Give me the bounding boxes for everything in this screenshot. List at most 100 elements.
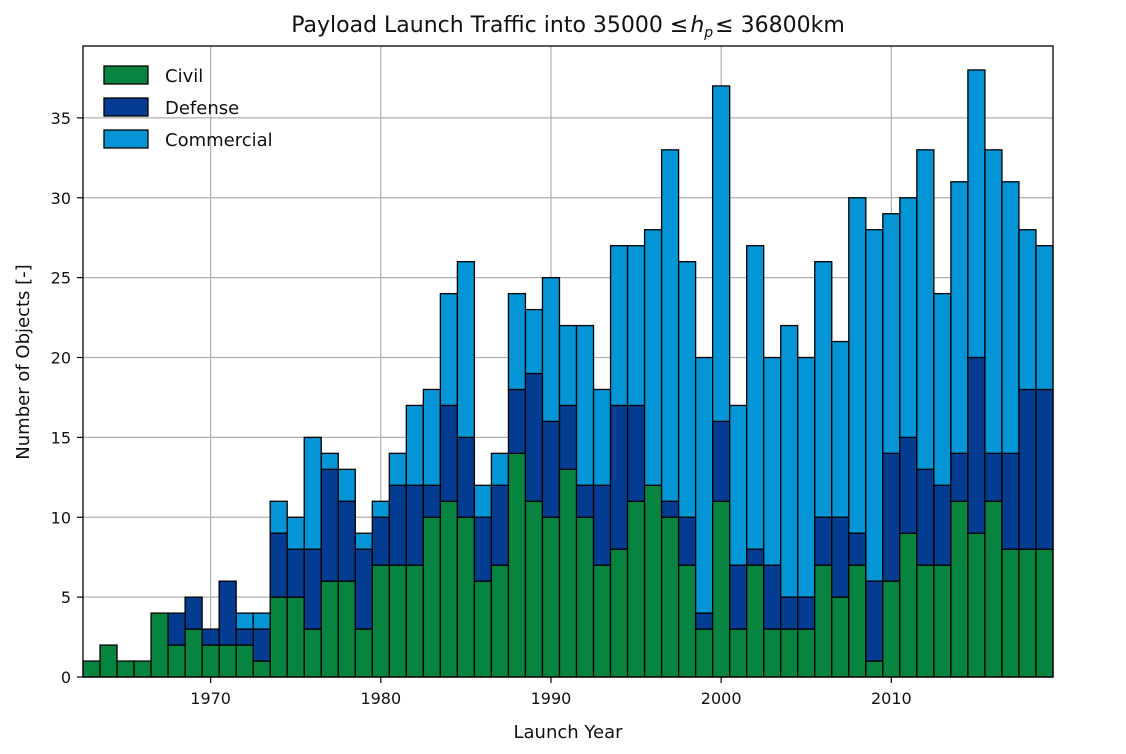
bar-commercial-2000 bbox=[711, 85, 731, 423]
bar-defense-1983 bbox=[422, 484, 442, 518]
bar-commercial-1978 bbox=[337, 468, 356, 502]
bar-defense-2005 bbox=[797, 596, 816, 630]
bar-defense-1974 bbox=[269, 532, 288, 598]
bar-civil-2006 bbox=[814, 564, 833, 678]
bar-defense-1981 bbox=[388, 484, 407, 566]
bar-commercial-2001 bbox=[729, 404, 748, 566]
legend-swatch-defense bbox=[103, 97, 149, 117]
bar-civil-1992 bbox=[575, 516, 595, 678]
bar-defense-2000 bbox=[711, 420, 731, 502]
bar-civil-1981 bbox=[388, 564, 407, 678]
bar-civil-2019 bbox=[1035, 548, 1054, 678]
bar-defense-1995 bbox=[626, 404, 646, 502]
bar-civil-1968 bbox=[167, 644, 186, 678]
bar-civil-1986 bbox=[473, 580, 493, 678]
y-tick-label: 20 bbox=[51, 349, 71, 368]
bar-civil-1972 bbox=[235, 644, 254, 678]
bar-commercial-1981 bbox=[388, 452, 407, 486]
bar-defense-1973 bbox=[252, 628, 271, 662]
bar-civil-2010 bbox=[882, 580, 901, 678]
chart-title: Payload Launch Traffic into 35000 ≤hp≤ 3… bbox=[291, 13, 845, 41]
bar-civil-2012 bbox=[916, 564, 935, 678]
y-tick-label: 0 bbox=[61, 668, 71, 687]
bar-civil-1977 bbox=[320, 580, 339, 678]
bar-civil-1993 bbox=[592, 564, 612, 678]
bar-civil-1983 bbox=[422, 516, 442, 678]
bar-civil-2000 bbox=[711, 500, 731, 678]
bar-defense-1986 bbox=[473, 516, 493, 582]
title-var: h bbox=[690, 13, 704, 38]
bar-defense-1975 bbox=[286, 548, 305, 598]
bar-commercial-1986 bbox=[473, 484, 493, 518]
title-leq-1: ≤ bbox=[670, 13, 688, 38]
bar-commercial-1976 bbox=[303, 436, 322, 550]
legend-label-defense: Defense bbox=[165, 98, 239, 119]
bar-defense-1977 bbox=[320, 468, 339, 582]
bar-civil-1997 bbox=[660, 516, 680, 678]
bar-commercial-1989 bbox=[524, 308, 544, 375]
legend-swatch-civil bbox=[103, 65, 149, 85]
bar-commercial-2002 bbox=[746, 245, 765, 550]
bar-defense-1980 bbox=[371, 516, 390, 566]
bar-civil-1988 bbox=[507, 452, 527, 678]
bar-civil-1996 bbox=[643, 484, 663, 678]
title-sub: p bbox=[703, 25, 713, 41]
bar-commercial-1992 bbox=[575, 324, 595, 486]
bar-civil-2017 bbox=[1001, 548, 1020, 678]
bar-commercial-2017 bbox=[1001, 181, 1020, 455]
bar-civil-2007 bbox=[831, 596, 850, 678]
bar-civil-1995 bbox=[626, 500, 646, 678]
bar-commercial-2004 bbox=[780, 324, 799, 598]
bar-defense-1984 bbox=[439, 404, 459, 502]
bar-defense-2007 bbox=[831, 516, 850, 598]
bar-civil-1999 bbox=[694, 628, 714, 678]
bar-defense-1994 bbox=[609, 404, 629, 550]
bar-civil-1973 bbox=[252, 660, 271, 678]
bar-defense-1997 bbox=[660, 500, 680, 518]
bar-commercial-2008 bbox=[848, 197, 867, 534]
bars bbox=[82, 69, 1054, 678]
bar-commercial-1990 bbox=[541, 276, 561, 423]
bar-civil-1984 bbox=[439, 500, 459, 678]
bar-civil-1989 bbox=[524, 500, 544, 678]
bar-civil-1979 bbox=[354, 628, 373, 678]
bar-commercial-1998 bbox=[677, 261, 697, 518]
bar-defense-1970 bbox=[201, 628, 220, 646]
bar-civil-2018 bbox=[1018, 548, 1037, 678]
bar-civil-1980 bbox=[371, 564, 390, 678]
bar-civil-1976 bbox=[303, 628, 322, 678]
bar-civil-1990 bbox=[541, 516, 561, 678]
bar-defense-1990 bbox=[541, 420, 561, 518]
bar-civil-1985 bbox=[456, 516, 476, 678]
bar-civil-1966 bbox=[133, 660, 152, 678]
y-axis-label: Number of Objects [-] bbox=[13, 264, 34, 459]
bar-civil-1964 bbox=[99, 644, 118, 678]
bar-defense-2004 bbox=[780, 596, 799, 630]
bar-defense-1992 bbox=[575, 484, 595, 518]
y-tick-label: 25 bbox=[51, 269, 71, 288]
y-axis-ticks: 0 5 10 15 20 25 30 35 bbox=[51, 109, 83, 687]
bar-commercial-1974 bbox=[269, 500, 288, 534]
bar-defense-2001 bbox=[729, 564, 748, 630]
bar-commercial-2012 bbox=[916, 149, 935, 470]
bar-commercial-1994 bbox=[609, 245, 629, 407]
x-tick-label: 2000 bbox=[701, 689, 742, 708]
bar-commercial-1977 bbox=[320, 452, 339, 470]
y-tick-label: 35 bbox=[51, 109, 71, 128]
bar-defense-1971 bbox=[218, 580, 237, 646]
x-axis-label: Launch Year bbox=[513, 722, 623, 743]
x-tick-label: 1990 bbox=[531, 689, 572, 708]
bar-commercial-2005 bbox=[797, 356, 816, 598]
bar-civil-1963 bbox=[82, 660, 101, 678]
bar-civil-2015 bbox=[967, 532, 986, 678]
bar-civil-1978 bbox=[337, 580, 356, 678]
bar-commercial-2016 bbox=[984, 149, 1003, 455]
bar-defense-2009 bbox=[865, 580, 884, 662]
legend: Civil Defense Commercial bbox=[103, 65, 273, 151]
bar-defense-1988 bbox=[507, 388, 527, 455]
bar-defense-1991 bbox=[558, 404, 578, 470]
bar-commercial-1988 bbox=[507, 292, 527, 391]
bar-civil-2004 bbox=[780, 628, 799, 678]
bar-defense-1998 bbox=[677, 516, 697, 566]
